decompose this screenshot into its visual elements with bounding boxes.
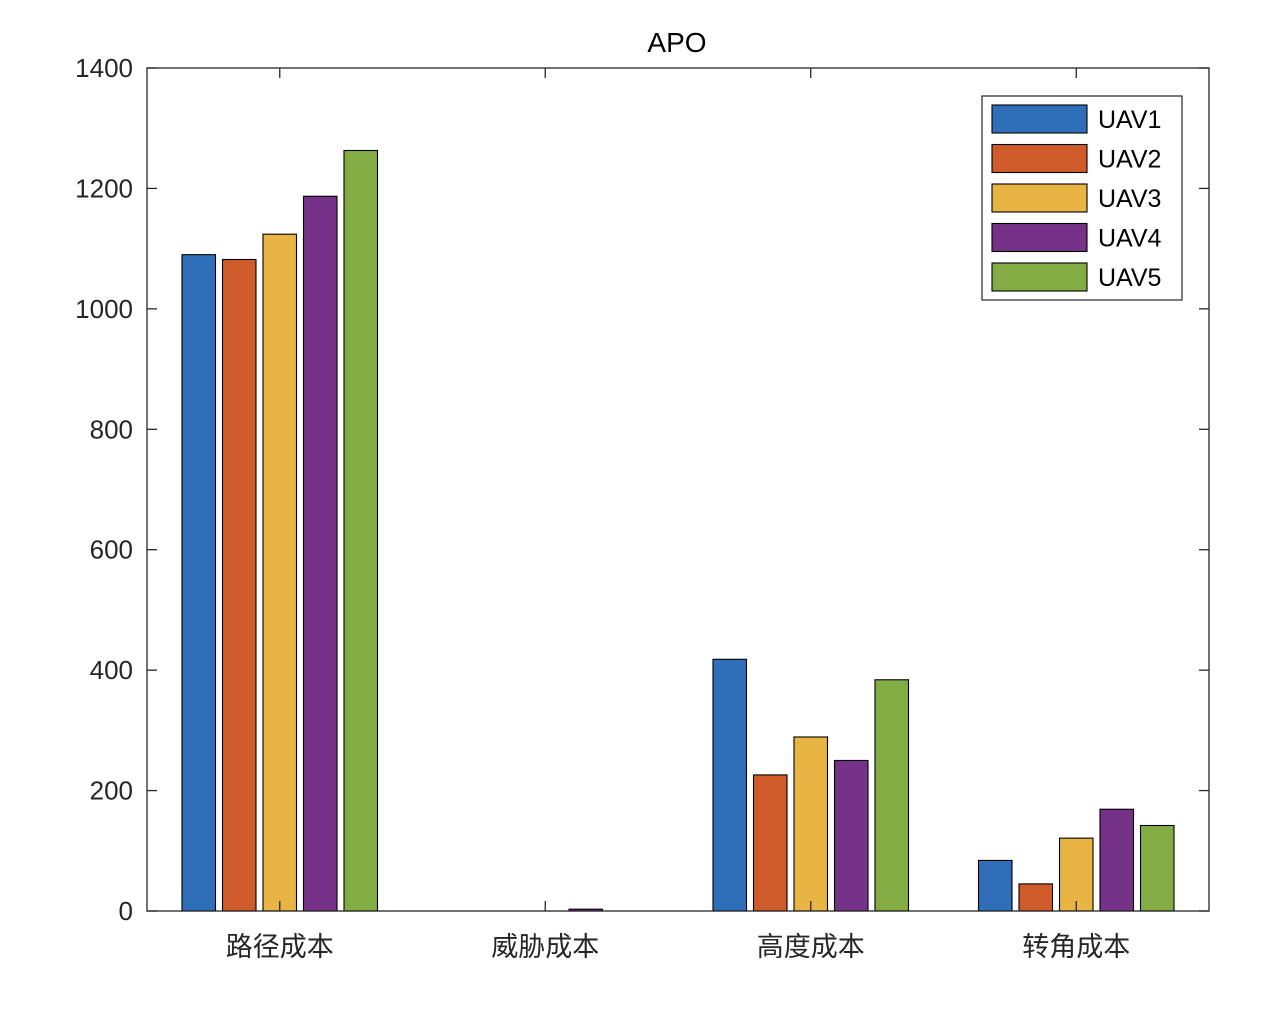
- bar-uav5-2: [874, 679, 910, 912]
- legend-swatch-uav4: [991, 222, 1088, 253]
- legend-label-uav5: UAV5: [1098, 264, 1161, 292]
- legend-swatch-uav1: [991, 104, 1088, 134]
- bar-uav4-3: [1099, 808, 1135, 912]
- bar-uav5-3: [1139, 824, 1175, 912]
- bars: [181, 149, 1175, 912]
- chart-title: APO: [647, 27, 706, 58]
- y-tick-label: 1000: [75, 294, 133, 324]
- y-tick-label: 200: [90, 776, 133, 806]
- axis-ticks: [147, 67, 1209, 912]
- legend: UAV1 UAV2 UAV3 UAV4 UAV5: [981, 95, 1183, 301]
- legend-label-uav2: UAV2: [1098, 146, 1161, 174]
- legend-label-uav4: UAV4: [1098, 225, 1162, 253]
- legend-swatch-uav2: [991, 143, 1088, 174]
- bar-uav3-0: [262, 233, 298, 912]
- bar-uav1-0: [181, 254, 217, 912]
- x-category-label: 威胁成本: [491, 932, 599, 963]
- y-tick-label: 0: [119, 896, 133, 926]
- x-category-label: 转角成本: [1022, 932, 1130, 963]
- bar-uav3-2: [793, 736, 829, 912]
- bar-uav4-0: [302, 195, 338, 912]
- legend-swatch-uav3: [991, 183, 1088, 213]
- bar-uav5-0: [343, 149, 379, 912]
- y-tick-label: 1400: [75, 53, 133, 83]
- bar-uav2-0: [221, 258, 257, 912]
- legend-label-uav1: UAV1: [1098, 106, 1161, 134]
- y-tick-label: 400: [90, 655, 133, 685]
- x-category-labels: 路径成本 威胁成本 高度成本 转角成本: [226, 932, 1131, 963]
- plot-frame: [146, 67, 1210, 912]
- bar-uav1-2: [712, 658, 748, 912]
- bar-uav1-3: [977, 859, 1013, 912]
- bar-uav4-2: [833, 759, 869, 912]
- y-tick-labels: 0 200 400 600 800 1000 1200 1400: [75, 53, 133, 926]
- y-tick-label: 800: [90, 414, 133, 444]
- bar-uav2-2: [752, 774, 788, 912]
- legend-label-uav3: UAV3: [1098, 185, 1161, 213]
- x-category-label: 路径成本: [226, 932, 334, 963]
- y-tick-label: 600: [90, 535, 133, 565]
- y-tick-label: 1200: [75, 173, 133, 203]
- bar-uav3-3: [1058, 837, 1094, 912]
- legend-swatch-uav5: [991, 262, 1088, 292]
- bar-uav2-3: [1018, 883, 1054, 912]
- x-category-label: 高度成本: [757, 932, 865, 963]
